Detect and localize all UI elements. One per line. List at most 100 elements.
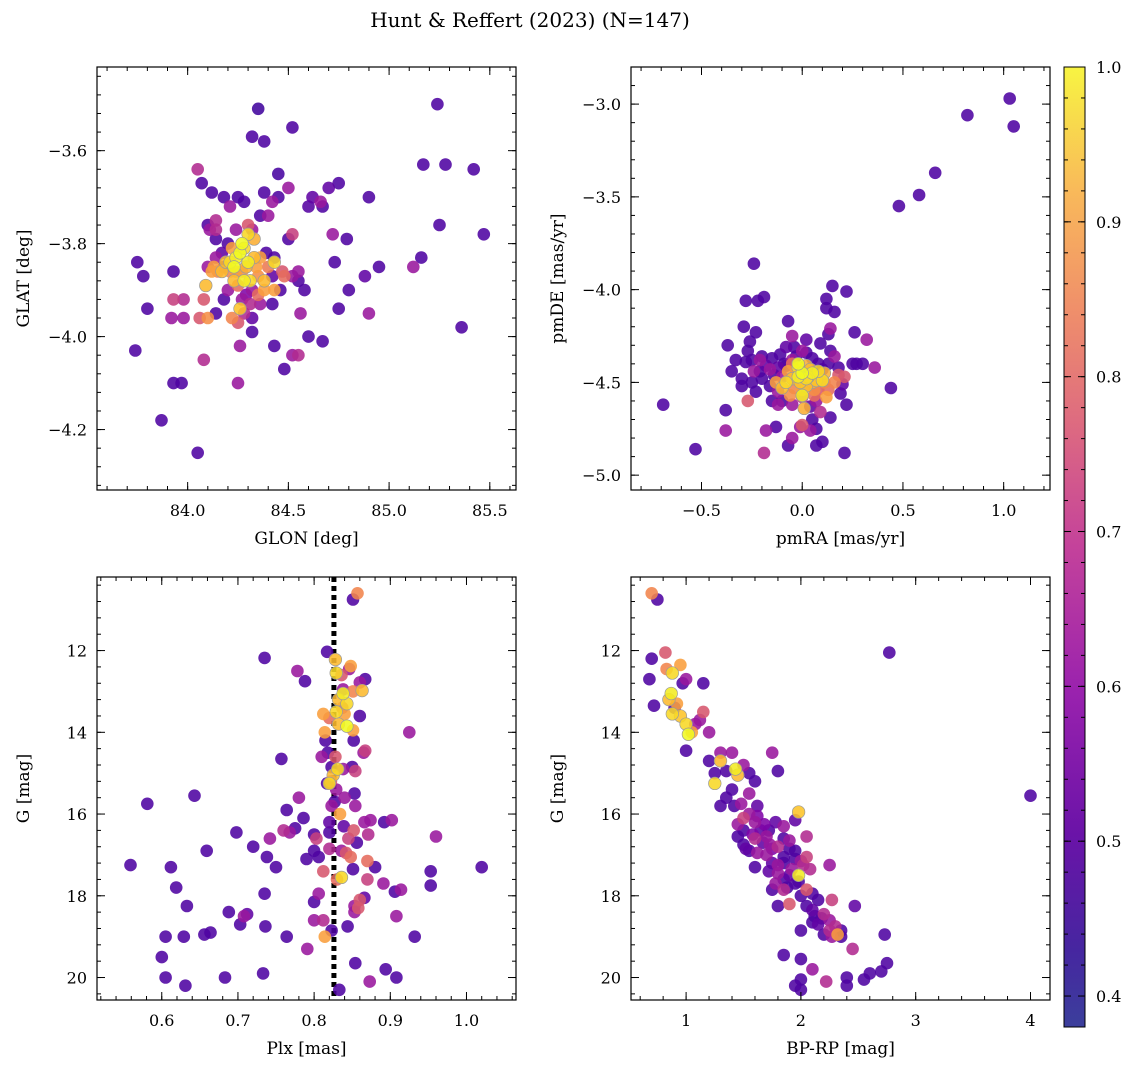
data-point xyxy=(820,390,833,404)
data-point xyxy=(325,799,338,813)
data-point xyxy=(702,754,716,768)
colorbar-tick-label: 0.5 xyxy=(1096,832,1121,851)
data-point xyxy=(199,278,213,293)
data-point xyxy=(697,677,710,690)
data-point xyxy=(800,883,813,896)
data-point xyxy=(777,948,790,962)
data-point xyxy=(824,322,837,335)
figure-title: Hunt & Reffert (2023) (N=147) xyxy=(370,8,690,32)
data-point xyxy=(361,828,375,841)
data-point xyxy=(275,752,288,766)
data-point xyxy=(231,376,245,390)
data-point xyxy=(175,376,188,390)
data-point xyxy=(385,813,399,827)
data-point xyxy=(928,166,942,180)
data-point xyxy=(800,850,813,864)
data-point xyxy=(278,269,291,283)
scatter-points xyxy=(656,92,1020,460)
data-point xyxy=(198,928,211,941)
data-point xyxy=(892,199,906,213)
data-point xyxy=(785,329,799,343)
axes-frame xyxy=(630,576,1051,1001)
data-point xyxy=(261,209,275,222)
data-point xyxy=(408,930,422,943)
data-point xyxy=(351,587,364,600)
data-point xyxy=(795,388,809,403)
data-point xyxy=(223,200,237,213)
scatter-points xyxy=(643,587,1037,997)
y-tick-label: −3.5 xyxy=(582,188,621,207)
data-point xyxy=(868,361,881,374)
axes-frame xyxy=(96,66,517,491)
data-point xyxy=(689,442,702,456)
data-point xyxy=(332,302,346,316)
data-point xyxy=(217,190,231,204)
colorbar-tick-label: 0.6 xyxy=(1096,677,1121,696)
y-axis-label: pmDE [mas/yr] xyxy=(548,213,568,343)
data-point xyxy=(771,764,785,778)
data-point xyxy=(318,726,332,739)
data-point xyxy=(848,899,862,913)
data-point xyxy=(310,832,323,845)
x-tick-label: 0.7 xyxy=(225,1011,250,1030)
data-point xyxy=(819,975,833,988)
data-point xyxy=(749,326,763,339)
data-point xyxy=(245,130,259,143)
y-axis-label: GLAT [deg] xyxy=(14,229,34,327)
scatter-points xyxy=(129,97,491,460)
data-point xyxy=(431,97,444,111)
data-point xyxy=(336,686,350,701)
data-point xyxy=(665,666,679,680)
data-point xyxy=(794,983,808,997)
y-tick-label: 16 xyxy=(601,805,621,824)
data-point xyxy=(769,420,783,434)
data-point xyxy=(739,355,753,369)
data-point xyxy=(200,844,213,858)
data-point xyxy=(169,881,183,894)
panel-parallax-magnitude: 0.6 0.7 0.8 0.9 1.0 12 14 16 18 20 Plx [mas] G [mag… xyxy=(14,576,517,1059)
data-point xyxy=(806,413,819,426)
data-point xyxy=(340,232,354,246)
data-point xyxy=(221,283,235,297)
data-point xyxy=(751,799,764,813)
data-point xyxy=(424,879,438,892)
data-point xyxy=(201,311,215,325)
x-tick-label: 85.5 xyxy=(472,501,508,520)
data-point xyxy=(806,963,819,976)
data-point xyxy=(312,887,326,900)
panel-glon-glat: 84.0 84.5 85.0 85.5 −3.6 −3.8 −4.0 −4.2 GLON [de… xyxy=(14,66,517,549)
y-tick-label: −4.2 xyxy=(48,421,87,440)
data-point xyxy=(320,645,334,659)
data-point xyxy=(755,372,769,386)
data-point xyxy=(961,108,974,122)
data-point xyxy=(720,791,733,804)
data-point xyxy=(195,176,208,190)
data-point xyxy=(344,659,358,673)
x-tick-label: 0.0 xyxy=(789,501,814,520)
data-point xyxy=(159,930,172,943)
axes-frame xyxy=(630,66,1051,491)
data-point xyxy=(205,265,219,278)
data-point xyxy=(810,439,823,452)
data-point xyxy=(848,326,861,339)
data-point xyxy=(361,854,374,868)
data-point xyxy=(713,754,728,768)
data-point xyxy=(251,102,265,116)
data-point xyxy=(129,344,142,357)
data-point xyxy=(748,815,762,829)
data-point xyxy=(348,787,361,800)
data-point xyxy=(155,950,169,964)
data-point xyxy=(811,893,825,907)
data-point xyxy=(771,867,785,880)
data-point xyxy=(349,956,362,970)
data-point xyxy=(840,398,853,412)
data-point xyxy=(785,431,799,445)
data-point xyxy=(257,186,271,199)
data-point xyxy=(268,339,281,353)
data-point xyxy=(286,228,299,241)
data-point xyxy=(268,283,281,297)
data-point xyxy=(394,883,408,896)
data-point xyxy=(333,807,347,821)
data-point xyxy=(258,651,271,665)
data-point xyxy=(748,860,762,874)
